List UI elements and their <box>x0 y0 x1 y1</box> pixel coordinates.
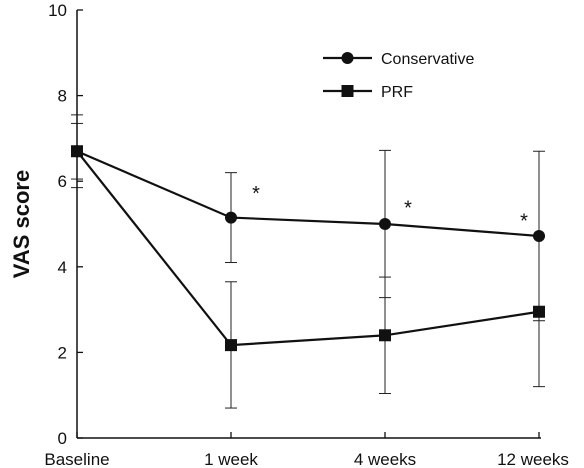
point-prf <box>225 339 237 352</box>
significance-marker: * <box>404 198 412 220</box>
legend-label-conservative: Conservative <box>381 51 474 68</box>
series-line-prf <box>76 150 540 347</box>
series-line-conservative <box>76 150 540 238</box>
legend-marker-prf <box>341 85 354 97</box>
legend: Conservative PRF <box>323 51 474 101</box>
x-tick-label: 12 weeks <box>497 450 569 468</box>
x-tick-label: 1 week <box>204 450 258 468</box>
point-prf <box>533 305 545 318</box>
axes: 0 2 4 6 8 10 Baseline 1 week 4 weeks 12 weeks <box>44 1 569 468</box>
y-tick-label: 2 <box>58 343 67 362</box>
significance-marker: * <box>520 211 528 233</box>
y-tick-label: 0 <box>58 429 67 448</box>
y-tick-label: 6 <box>58 172 67 191</box>
point-conservative <box>379 218 391 230</box>
point-conservative <box>225 211 237 224</box>
legend-marker-conservative <box>341 52 354 64</box>
x-tick-label: Baseline <box>44 450 109 468</box>
plot-area: * * * <box>71 114 545 409</box>
point-conservative <box>533 229 545 242</box>
legend-label-prf: PRF <box>381 84 413 101</box>
y-tick-label: 10 <box>48 1 67 20</box>
y-tick-label: 8 <box>58 87 67 106</box>
y-axis-title: VAS score <box>9 170 34 278</box>
point-prf <box>379 329 391 342</box>
x-tick-label: 4 weeks <box>354 450 416 468</box>
y-tick-label: 4 <box>58 258 67 277</box>
significance-marker: * <box>252 183 260 205</box>
